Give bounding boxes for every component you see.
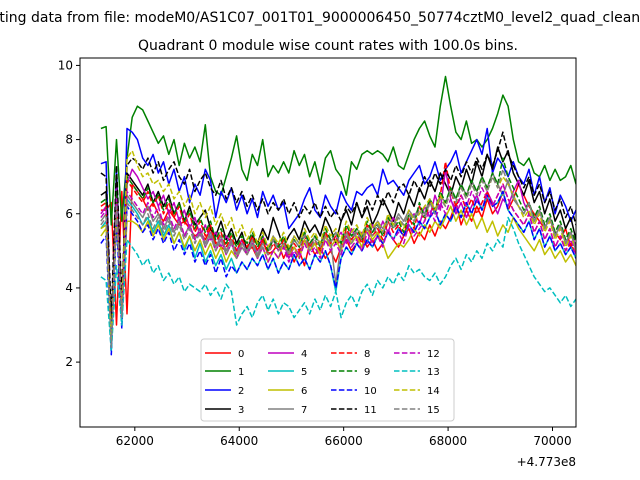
x-tick-label: 64000 [220, 434, 258, 448]
series-line-12 [100, 183, 576, 345]
y-tick-label: 2 [65, 355, 73, 369]
x-tick-label: 70000 [533, 434, 571, 448]
chart-title: Quadrant 0 module wise count rates with … [138, 38, 518, 54]
x-tick-label: 62000 [116, 434, 154, 448]
y-tick-label: 10 [58, 58, 73, 72]
figure-suptitle: Plotting data from file: modeM0/AS1C07_0… [0, 10, 640, 26]
x-axis-offset-label: +4.773e8 [517, 455, 576, 469]
legend-label-7: 7 [301, 405, 307, 416]
y-tick-label: 8 [65, 133, 73, 147]
legend-label-2: 2 [238, 386, 244, 397]
y-tick-label: 4 [65, 281, 73, 295]
legend-label-1: 1 [238, 367, 244, 378]
y-tick-label: 6 [65, 207, 73, 221]
legend-box [200, 338, 455, 422]
legend-label-15: 15 [427, 405, 440, 416]
series-line-11 [100, 131, 576, 319]
series-line-1 [100, 75, 576, 226]
series-line-15 [100, 168, 576, 349]
x-tick-label: 68000 [429, 434, 467, 448]
legend-label-12: 12 [427, 349, 440, 360]
plot-area-frame [79, 57, 577, 428]
legend-label-11: 11 [364, 405, 377, 416]
x-axis-ticks: 62000 64000 66000 68000 70000 [116, 427, 572, 448]
legend-label-4: 4 [301, 349, 307, 360]
legend-label-9: 9 [364, 367, 370, 378]
series-line-9 [100, 157, 576, 337]
series-line-6 [100, 205, 576, 341]
series-line-3 [100, 146, 576, 341]
legend-label-13: 13 [427, 367, 440, 378]
legend-label-6: 6 [301, 386, 307, 397]
series-lines [100, 75, 576, 356]
legend-label-8: 8 [364, 349, 370, 360]
legend-label-3: 3 [238, 405, 244, 416]
series-line-10 [100, 190, 576, 356]
y-axis-ticks: 2 4 6 8 10 [58, 58, 80, 369]
series-line-13 [100, 216, 576, 352]
legend-label-0: 0 [238, 349, 244, 360]
x-tick-label: 66000 [325, 434, 363, 448]
legend-label-10: 10 [364, 386, 377, 397]
series-line-14 [100, 149, 576, 341]
legend-label-14: 14 [427, 386, 440, 397]
legend-label-5: 5 [301, 367, 307, 378]
